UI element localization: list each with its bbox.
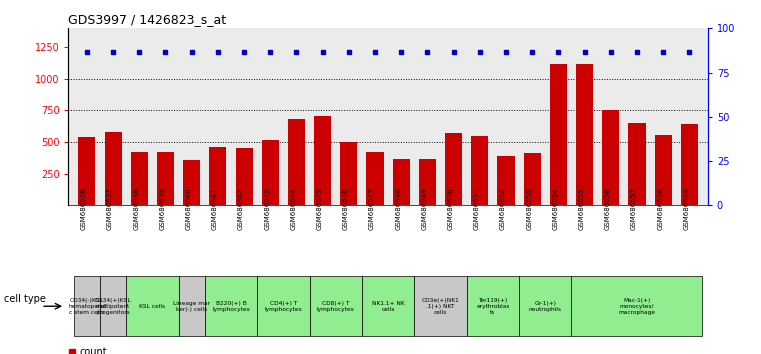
Text: GSM686651: GSM686651 <box>474 188 479 230</box>
Text: GSM686647: GSM686647 <box>369 188 375 230</box>
Text: GSM686639: GSM686639 <box>159 188 165 230</box>
Text: GSM686656: GSM686656 <box>605 188 611 230</box>
Bar <box>654 135 672 205</box>
Bar <box>179 276 205 336</box>
Bar <box>104 132 122 205</box>
Bar <box>393 159 409 205</box>
Text: GSM686653: GSM686653 <box>526 188 532 230</box>
Text: GSM686637: GSM686637 <box>107 188 113 230</box>
Text: CD3e(+)NK1
.1(+) NKT
cells: CD3e(+)NK1 .1(+) NKT cells <box>422 298 460 314</box>
Bar <box>498 156 514 205</box>
Bar <box>445 133 462 205</box>
Text: GSM686645: GSM686645 <box>317 188 323 230</box>
Bar <box>524 153 541 205</box>
Text: CD34(+)KSL
multipotent
progenitors: CD34(+)KSL multipotent progenitors <box>94 298 132 314</box>
Bar <box>681 124 698 205</box>
Bar <box>131 152 148 205</box>
Bar <box>74 276 100 336</box>
Bar <box>209 147 226 205</box>
Text: CD8(+) T
lymphocytes: CD8(+) T lymphocytes <box>317 301 355 312</box>
Text: GDS3997 / 1426823_s_at: GDS3997 / 1426823_s_at <box>68 13 227 26</box>
Bar <box>576 64 593 205</box>
Bar <box>419 159 436 205</box>
Text: GSM686654: GSM686654 <box>552 188 559 230</box>
Bar <box>310 276 362 336</box>
Bar <box>466 276 519 336</box>
Bar <box>157 152 174 205</box>
Text: NK1.1+ NK
cells: NK1.1+ NK cells <box>371 301 405 312</box>
Text: GSM686643: GSM686643 <box>264 188 270 230</box>
Text: cell type: cell type <box>4 294 46 304</box>
Bar <box>629 122 645 205</box>
Bar <box>78 137 95 205</box>
Bar <box>262 139 279 205</box>
Bar <box>519 276 572 336</box>
Bar <box>550 64 567 205</box>
Text: GSM686638: GSM686638 <box>133 188 139 230</box>
Bar <box>205 276 257 336</box>
Text: GSM686657: GSM686657 <box>631 188 637 230</box>
Text: GSM686640: GSM686640 <box>186 188 192 230</box>
Bar <box>126 276 179 336</box>
Bar <box>235 148 253 205</box>
Bar <box>367 152 384 205</box>
Text: GSM686658: GSM686658 <box>658 188 663 230</box>
Text: GSM686655: GSM686655 <box>578 188 584 230</box>
Bar <box>314 115 331 205</box>
Text: GSM686646: GSM686646 <box>342 188 349 230</box>
Text: GSM686650: GSM686650 <box>447 188 454 230</box>
Text: GSM686649: GSM686649 <box>422 188 428 230</box>
Text: Ter119(+)
erythroblas
ts: Ter119(+) erythroblas ts <box>476 298 510 314</box>
Text: GSM686642: GSM686642 <box>238 188 244 230</box>
Text: Mac-1(+)
monocytes/
macrophage: Mac-1(+) monocytes/ macrophage <box>619 298 655 314</box>
Bar <box>572 276 702 336</box>
Text: CD4(+) T
lymphocytes: CD4(+) T lymphocytes <box>264 301 302 312</box>
Bar <box>288 119 305 205</box>
Bar <box>362 276 414 336</box>
Text: CD34(-)KSL
hematopoiet
c stem cells: CD34(-)KSL hematopoiet c stem cells <box>68 298 106 314</box>
Bar <box>183 160 200 205</box>
Bar <box>340 142 358 205</box>
Bar <box>602 110 619 205</box>
Text: B220(+) B
lymphocytes: B220(+) B lymphocytes <box>212 301 250 312</box>
Text: GSM686648: GSM686648 <box>395 188 401 230</box>
Bar <box>471 136 489 205</box>
Bar <box>257 276 310 336</box>
Text: Lineage mar
ker(-) cells: Lineage mar ker(-) cells <box>173 301 210 312</box>
Bar <box>100 276 126 336</box>
Text: GSM686659: GSM686659 <box>683 188 689 230</box>
Text: GSM686641: GSM686641 <box>212 188 218 230</box>
Text: GSM686652: GSM686652 <box>500 188 506 230</box>
Text: Gr-1(+)
neutrophils: Gr-1(+) neutrophils <box>529 301 562 312</box>
Text: KSL cells: KSL cells <box>139 304 165 309</box>
Text: GSM686644: GSM686644 <box>291 188 297 230</box>
Text: count: count <box>80 347 107 354</box>
Text: GSM686636: GSM686636 <box>81 188 87 230</box>
Bar <box>414 276 466 336</box>
